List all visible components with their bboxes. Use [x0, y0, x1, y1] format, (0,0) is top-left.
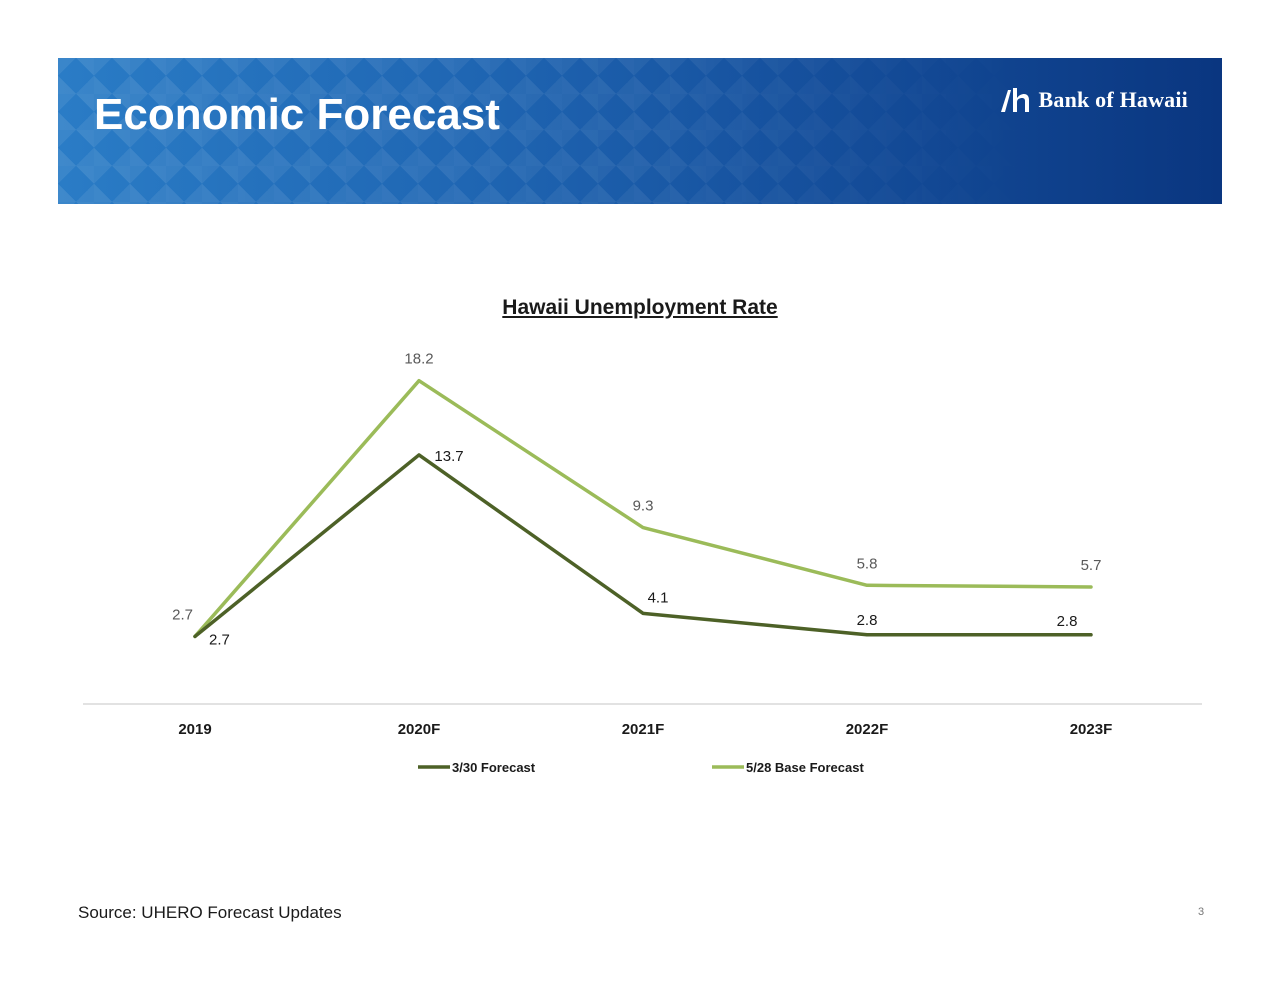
x-tick-label: 2023F [1070, 721, 1113, 738]
line-chart: 2019 2020F 2021F 2022F 2023F 2.7 18.2 9.3 5.8 5.7… [83, 351, 1202, 775]
data-point [641, 526, 645, 530]
page-number: 3 [1198, 906, 1205, 918]
data-point [193, 634, 197, 638]
bank-of-hawaii-logo-icon [1000, 88, 1029, 112]
source-note: Source: UHERO Forecast Updates [78, 903, 342, 922]
chart-title-text: Hawaii Unemployment Rate [502, 296, 778, 319]
data-label: 9.3 [633, 498, 654, 515]
data-point [1089, 633, 1093, 637]
page-title: Economic Forecast [94, 90, 500, 139]
header-banner: Economic Forecast Bank of Hawaii [58, 58, 1222, 204]
data-label: 2.7 [209, 631, 230, 648]
data-label: 4.1 [648, 589, 669, 606]
x-tick-label: 2020F [398, 721, 441, 738]
x-tick-label: 2022F [846, 721, 889, 738]
data-point [865, 583, 869, 587]
x-tick-label: 2021F [622, 721, 665, 738]
chart-title: Hawaii Unemployment Rate [0, 296, 1280, 320]
data-point [417, 453, 421, 457]
data-label: 2.8 [1057, 613, 1078, 630]
data-label: 18.2 [404, 351, 433, 368]
data-label: 2.7 [172, 606, 193, 623]
data-label: 5.7 [1081, 557, 1102, 574]
legend-label: 5/28 Base Forecast [746, 760, 864, 775]
data-point [641, 611, 645, 615]
data-label: 2.8 [857, 612, 878, 629]
data-label: 13.7 [434, 448, 463, 465]
x-tick-label: 2019 [178, 721, 211, 738]
logo-text: Bank of Hawaii [1038, 87, 1188, 112]
data-point [417, 379, 421, 383]
data-label: 5.8 [857, 555, 878, 572]
bank-logo: Bank of Hawaii [999, 86, 1189, 114]
legend-label: 3/30 Forecast [452, 760, 536, 775]
banner-pattern [58, 58, 1222, 204]
data-point [865, 633, 869, 637]
data-point [1089, 585, 1093, 589]
